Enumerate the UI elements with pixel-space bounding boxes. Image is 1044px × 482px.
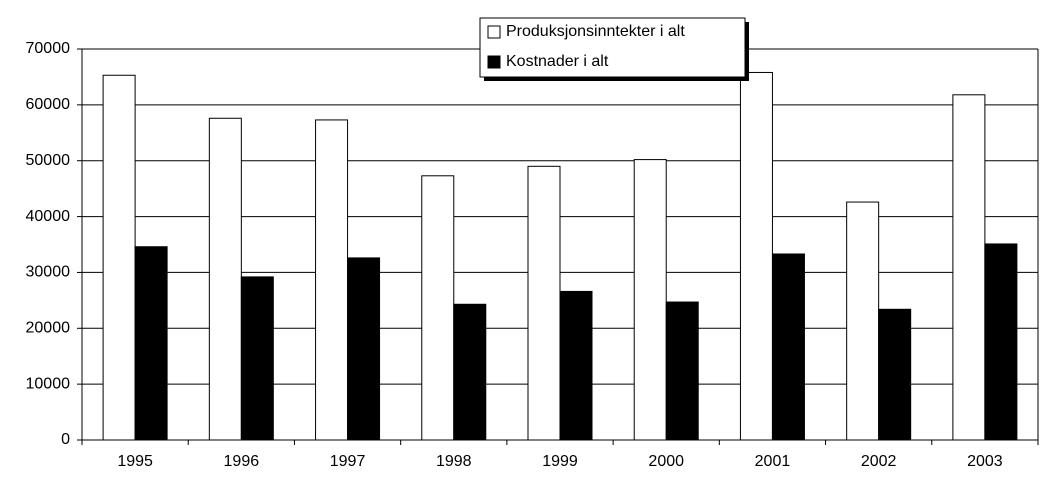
bar: [527, 165, 561, 441]
y-tick-label: 10000: [26, 375, 71, 392]
bar: [208, 117, 242, 441]
bar: [134, 246, 168, 441]
x-tick-label: 2000: [648, 453, 684, 470]
bar: [952, 94, 986, 441]
bar: [240, 276, 274, 441]
bar: [102, 74, 136, 441]
bar: [878, 308, 912, 441]
bar: [633, 159, 667, 441]
x-tick-label: 2001: [755, 453, 791, 470]
legend-label: Produksjonsinntekter i alt: [506, 23, 685, 40]
bar: [739, 71, 773, 441]
x-tick-label: 2002: [861, 453, 897, 470]
y-tick-label: 60000: [26, 96, 71, 113]
x-tick-label: 1998: [436, 453, 472, 470]
bar: [453, 303, 487, 441]
y-tick-label: 0: [61, 431, 70, 448]
bar: [421, 175, 455, 441]
bar: [665, 301, 699, 441]
x-tick-label: 1995: [117, 453, 153, 470]
legend-label: Kostnader i alt: [506, 53, 609, 70]
x-tick-label: 2003: [967, 453, 1003, 470]
legend-swatch: [487, 55, 501, 69]
bar: [846, 201, 880, 441]
bar: [771, 253, 805, 441]
bar: [559, 290, 593, 441]
y-tick-label: 50000: [26, 152, 71, 169]
x-tick-label: 1997: [330, 453, 366, 470]
y-tick-label: 70000: [26, 40, 71, 57]
bar: [315, 119, 349, 441]
legend: [479, 17, 746, 78]
x-tick-label: 1999: [542, 453, 578, 470]
x-tick-label: 1996: [224, 453, 260, 470]
bar: [984, 243, 1018, 441]
legend-swatch: [487, 25, 501, 39]
y-tick-label: 40000: [26, 208, 71, 225]
y-tick-label: 30000: [26, 264, 71, 281]
bar: [347, 257, 381, 441]
y-tick-label: 20000: [26, 320, 71, 337]
